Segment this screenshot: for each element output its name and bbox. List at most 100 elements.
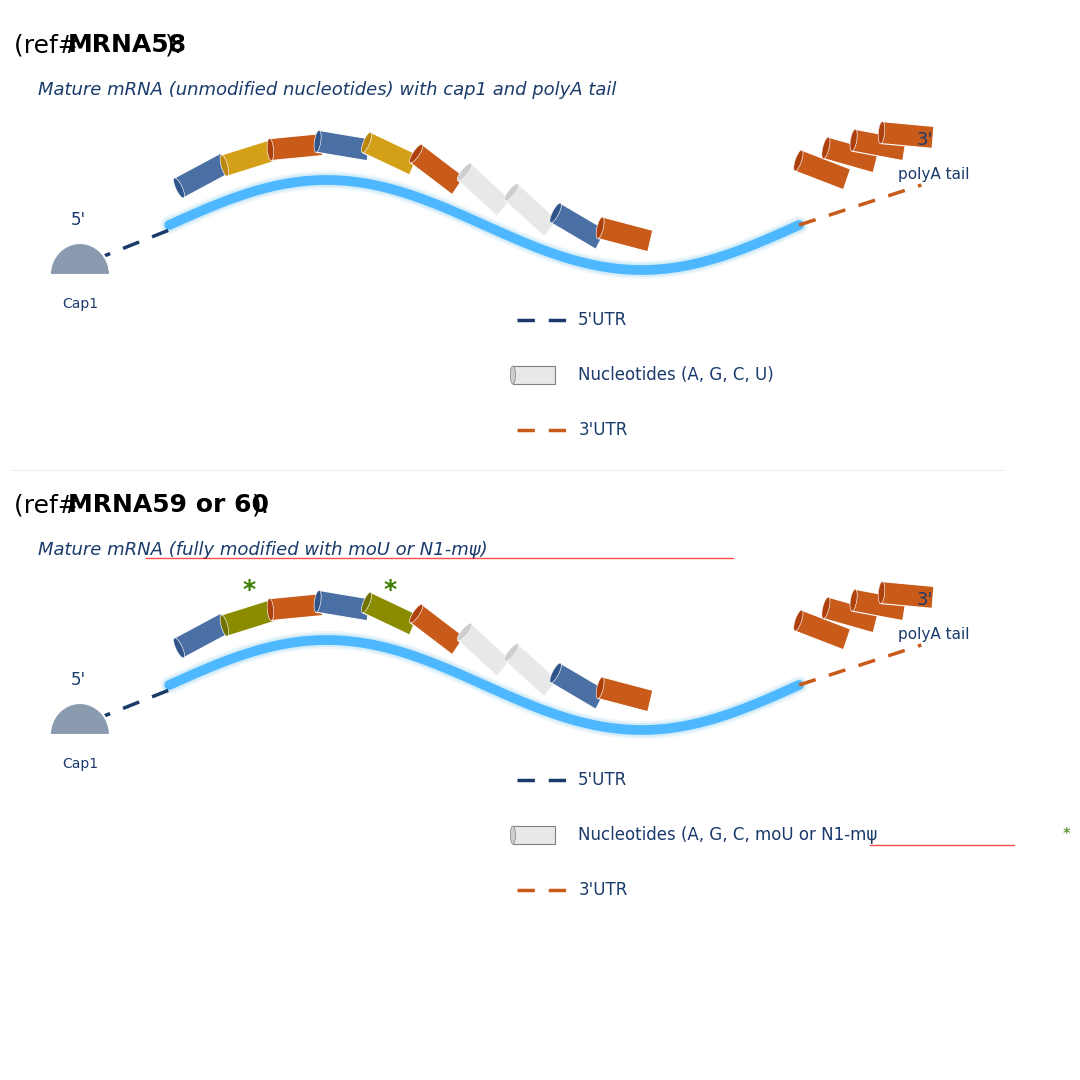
Text: 5'UTR: 5'UTR [578,771,627,789]
Polygon shape [823,137,878,173]
Ellipse shape [822,597,829,619]
Ellipse shape [409,605,422,623]
Text: *: * [1063,827,1070,842]
Polygon shape [458,164,511,216]
Ellipse shape [550,663,562,683]
Polygon shape [221,599,276,636]
Ellipse shape [267,598,273,621]
Ellipse shape [794,610,802,631]
Polygon shape [597,677,652,712]
Ellipse shape [267,138,273,161]
Polygon shape [852,130,906,161]
Text: 5': 5' [70,211,85,229]
Text: (ref#: (ref# [14,33,86,57]
Polygon shape [513,366,555,384]
Ellipse shape [511,366,515,384]
Ellipse shape [822,137,829,159]
Polygon shape [221,139,276,176]
Ellipse shape [314,131,321,152]
Text: Nucleotides (A, G, C, moU or N1-mψ: Nucleotides (A, G, C, moU or N1-mψ [578,826,878,843]
Polygon shape [363,593,418,635]
Ellipse shape [504,184,518,201]
Ellipse shape [794,610,802,631]
Ellipse shape [458,623,472,640]
Ellipse shape [458,163,472,180]
Ellipse shape [794,150,802,171]
Ellipse shape [511,826,515,843]
Polygon shape [823,597,878,633]
Polygon shape [597,217,652,252]
Ellipse shape [409,145,422,163]
Polygon shape [880,582,934,608]
Ellipse shape [174,178,185,198]
Text: 3': 3' [917,131,933,149]
Ellipse shape [458,623,472,640]
Text: 3': 3' [917,591,933,609]
Ellipse shape [409,605,422,623]
Text: *: * [383,578,396,602]
Ellipse shape [596,217,604,239]
Text: Mature mRNA (fully modified with moU or N1-mψ): Mature mRNA (fully modified with moU or … [38,541,487,559]
Polygon shape [270,134,323,161]
Ellipse shape [596,217,604,239]
Polygon shape [174,613,230,658]
Ellipse shape [267,138,273,161]
Polygon shape [504,184,557,237]
Text: 5'UTR: 5'UTR [578,311,627,329]
Polygon shape [513,826,555,843]
Ellipse shape [850,130,858,151]
Ellipse shape [220,615,229,636]
Text: polyA tail: polyA tail [897,627,970,643]
Ellipse shape [850,130,858,151]
Polygon shape [270,594,323,621]
Polygon shape [363,133,418,175]
Ellipse shape [362,593,372,612]
Ellipse shape [822,597,829,619]
Polygon shape [551,663,606,710]
Ellipse shape [822,137,829,159]
Ellipse shape [550,203,562,222]
Ellipse shape [794,150,802,171]
Wedge shape [50,243,110,275]
Text: 5': 5' [70,671,85,689]
Wedge shape [50,703,110,735]
Text: Cap1: Cap1 [62,757,98,771]
Ellipse shape [878,122,885,144]
Ellipse shape [362,133,372,152]
Ellipse shape [314,131,321,152]
Ellipse shape [314,591,321,612]
Text: ):: ): [252,492,270,517]
Ellipse shape [220,156,229,176]
Ellipse shape [878,582,885,604]
Text: ):: ): [164,33,183,57]
Ellipse shape [504,644,518,661]
Ellipse shape [362,133,372,152]
Ellipse shape [314,591,321,612]
Ellipse shape [220,615,229,636]
Text: Nucleotides (A, G, C, U): Nucleotides (A, G, C, U) [578,366,774,384]
Ellipse shape [878,122,885,144]
Polygon shape [458,623,511,676]
Ellipse shape [409,145,422,163]
Ellipse shape [511,826,515,843]
Text: *: * [243,578,256,602]
Text: polyA tail: polyA tail [897,167,970,183]
Ellipse shape [174,638,185,658]
Text: MRNA58: MRNA58 [68,33,187,57]
Ellipse shape [504,184,518,201]
Ellipse shape [174,178,185,198]
Ellipse shape [878,582,885,604]
Text: Mature mRNA (unmodified nucleotides) with cap1 and polyA tail: Mature mRNA (unmodified nucleotides) wit… [38,81,616,99]
Polygon shape [410,145,464,194]
Ellipse shape [550,663,562,683]
Text: (ref#: (ref# [14,492,86,517]
Ellipse shape [550,203,562,222]
Polygon shape [316,591,370,621]
Ellipse shape [220,156,229,176]
Polygon shape [880,122,934,148]
Ellipse shape [850,590,858,611]
Polygon shape [852,590,906,621]
Text: MRNA59 or 60: MRNA59 or 60 [68,492,269,517]
Ellipse shape [458,163,472,180]
Polygon shape [410,605,464,654]
